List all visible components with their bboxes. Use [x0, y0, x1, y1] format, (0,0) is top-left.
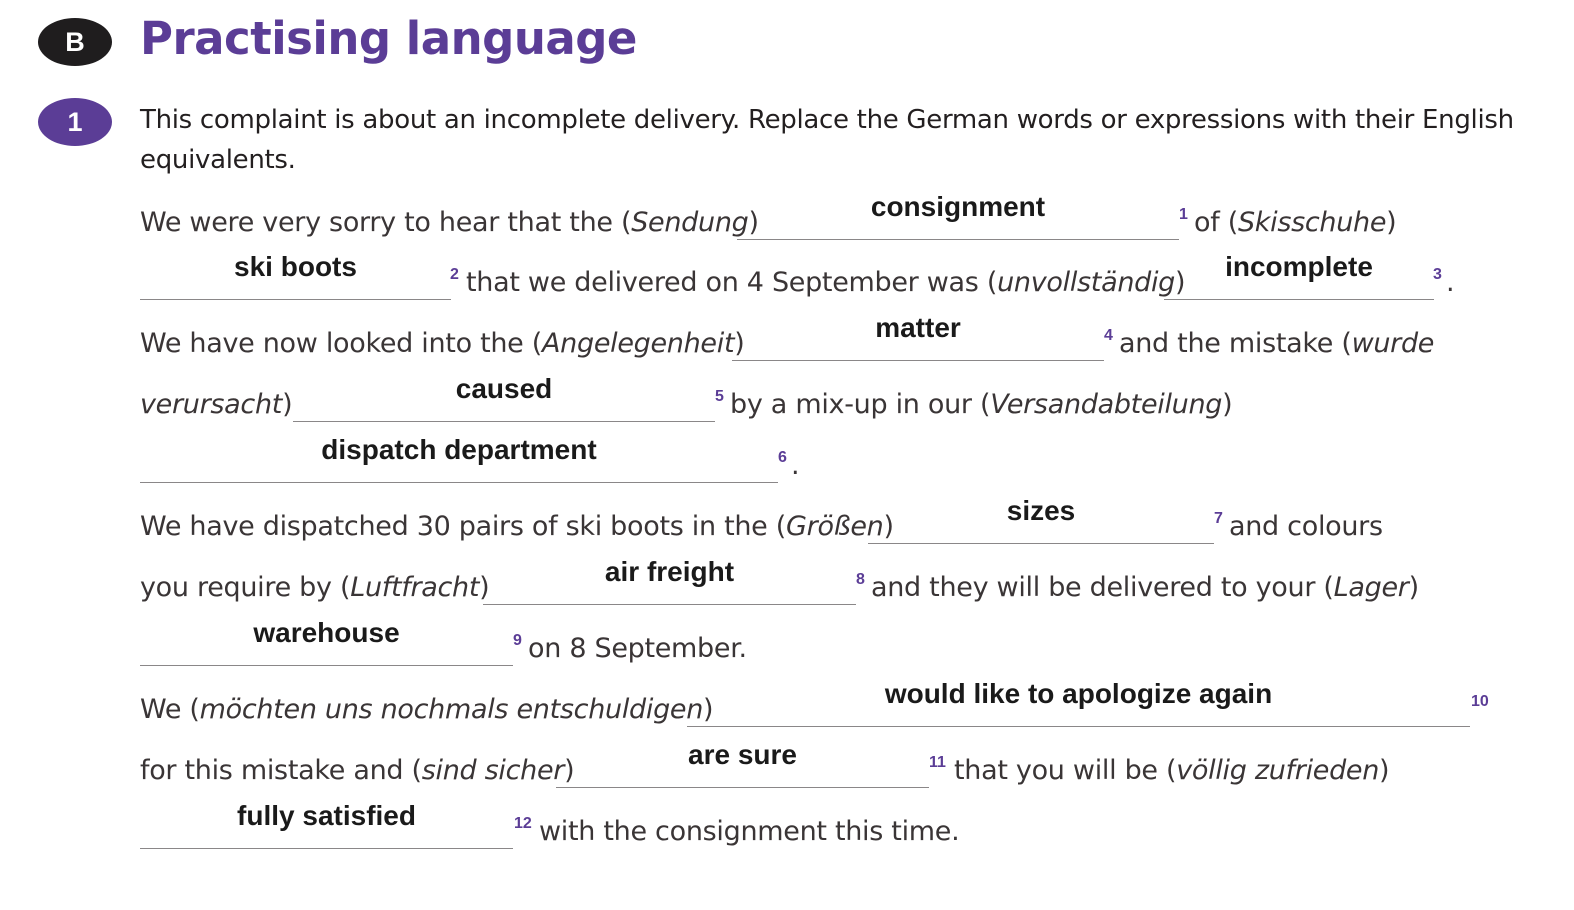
- answer-blank-10[interactable]: would like to apologize again: [687, 676, 1470, 727]
- text-line-11: fully satisfied 12 with the consignment …: [140, 799, 1040, 849]
- sentence-text: We were very sorry to hear that the (Sen…: [140, 207, 759, 238]
- text-line-8: warehouse 9 on 8 September.: [140, 616, 840, 666]
- answer-blank-6[interactable]: dispatch department: [140, 432, 778, 483]
- blank-number: 8: [856, 571, 865, 588]
- text-line-4: verursacht) caused 5 by a mix-up in our …: [140, 372, 1340, 422]
- blank-number: 11: [929, 754, 946, 771]
- answer-blank-8[interactable]: air freight: [483, 554, 856, 605]
- sentence-text: with the consignment this time.: [539, 816, 960, 847]
- section-title: Practising language: [140, 12, 637, 65]
- sentence-text: .: [1446, 267, 1455, 298]
- answer-blank-3[interactable]: incomplete: [1164, 249, 1434, 300]
- blank-number: 9: [513, 632, 522, 649]
- sentence-text: verursacht): [140, 389, 293, 420]
- answer-blank-1[interactable]: consignment: [737, 189, 1179, 240]
- answer-text: ski boots: [234, 251, 357, 282]
- blank-number: 10: [1471, 693, 1489, 710]
- answer-text: would like to apologize again: [884, 678, 1273, 709]
- sentence-text: We have dispatched 30 pairs of ski boots…: [140, 511, 894, 542]
- text-line-5: dispatch department 6 .: [140, 433, 840, 483]
- answer-text: dispatch department: [321, 434, 597, 465]
- blank-number: 1: [1179, 206, 1188, 223]
- exercise-number-badge: 1: [38, 98, 112, 146]
- answer-text: consignment: [870, 191, 1046, 222]
- answer-blank-4[interactable]: matter: [732, 310, 1104, 361]
- text-line-10: for this mistake and (sind sicher) are s…: [140, 738, 1440, 788]
- blank-number: 5: [715, 388, 724, 405]
- sentence-text: We have now looked into the (Angelegenhe…: [140, 328, 745, 359]
- answer-text: matter: [875, 312, 961, 343]
- sentence-text: and the mistake (wurde: [1119, 328, 1435, 359]
- blank-number: 2: [450, 266, 459, 283]
- section-badge: B: [38, 18, 112, 66]
- text-line-2: ski boots 2 that we delivered on 4 Septe…: [140, 250, 1470, 300]
- text-line-3: We have now looked into the (Angelegenhe…: [140, 311, 1440, 361]
- answer-text: incomplete: [1225, 251, 1373, 282]
- blank-number: 4: [1104, 327, 1113, 344]
- blank-number: 3: [1433, 266, 1442, 283]
- answer-blank-5[interactable]: caused: [293, 371, 715, 422]
- sentence-text: that we delivered on 4 September was (un…: [466, 267, 1186, 298]
- answer-text: sizes: [1006, 495, 1076, 526]
- sentence-text: and they will be delivered to your (Lage…: [871, 572, 1419, 603]
- sentence-text: for this mistake and (sind sicher): [140, 755, 575, 786]
- answer-blank-2[interactable]: ski boots: [140, 249, 451, 300]
- sentence-text: .: [791, 450, 800, 481]
- text-line-9: We (möchten uns nochmals entschuldigen) …: [140, 677, 1520, 727]
- text-line-6: We have dispatched 30 pairs of ski boots…: [140, 494, 1440, 544]
- sentence-text: and colours: [1229, 511, 1383, 542]
- sentence-text: of (Skisschuhe): [1194, 207, 1397, 238]
- answer-blank-9[interactable]: warehouse: [140, 615, 513, 666]
- sentence-text: on 8 September.: [528, 633, 747, 664]
- exercise-instruction: This complaint is about an incomplete de…: [140, 105, 1514, 175]
- blank-number: 7: [1214, 510, 1223, 527]
- sentence-text: We (möchten uns nochmals entschuldigen): [140, 694, 714, 725]
- answer-text: caused: [455, 373, 553, 404]
- sentence-text: that you will be (völlig zufrieden): [954, 755, 1390, 786]
- blank-number: 6: [778, 449, 787, 466]
- sentence-text: by a mix-up in our (Versandabteilung): [730, 389, 1233, 420]
- blank-number: 12: [514, 815, 532, 832]
- answer-text: fully satisfied: [237, 800, 416, 831]
- text-line-1: We were very sorry to hear that the (Sen…: [140, 190, 1440, 240]
- answer-blank-7[interactable]: sizes: [868, 493, 1214, 544]
- answer-text: are sure: [688, 739, 797, 770]
- sentence-text: you require by (Luftfracht): [140, 572, 490, 603]
- text-line-7: you require by (Luftfracht) air freight …: [140, 555, 1440, 605]
- answer-text: warehouse: [253, 617, 400, 648]
- answer-blank-11[interactable]: are sure: [556, 737, 929, 788]
- answer-blank-12[interactable]: fully satisfied: [140, 798, 513, 849]
- answer-text: air freight: [604, 556, 735, 587]
